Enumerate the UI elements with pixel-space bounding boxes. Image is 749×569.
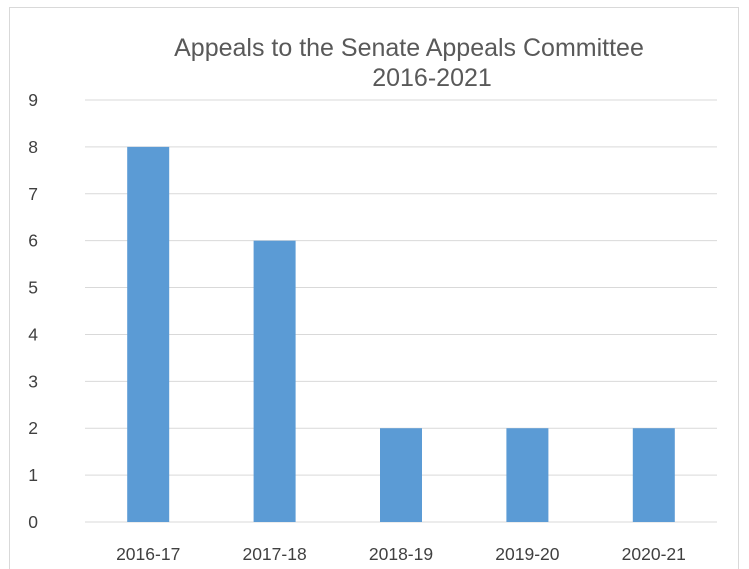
y-tick-label: 8 <box>28 137 38 157</box>
y-tick-label: 5 <box>28 278 38 298</box>
y-tick-label: 9 <box>28 90 38 110</box>
x-axis-tick-labels: 2016-17 2017-18 2018-19 2019-20 2020-21 <box>116 544 686 564</box>
y-tick-label: 2 <box>28 418 38 438</box>
bar-2019-20 <box>506 428 549 522</box>
chart-title-line-1: Appeals to the Senate Appeals Committee <box>174 34 644 62</box>
y-tick-label: 1 <box>28 465 38 485</box>
y-tick-label: 0 <box>28 512 38 532</box>
x-tick-label: 2018-19 <box>369 544 433 564</box>
bar-2020-21 <box>632 428 675 522</box>
y-tick-label: 4 <box>28 324 38 344</box>
x-tick-label: 2016-17 <box>116 544 180 564</box>
chart-title-line-2: 2016-2021 <box>372 64 492 92</box>
x-tick-label: 2019-20 <box>495 544 559 564</box>
y-tick-label: 3 <box>28 371 38 391</box>
y-tick-label: 7 <box>28 184 38 204</box>
bars <box>127 146 675 522</box>
bar-2016-17 <box>127 146 170 522</box>
bar-2018-19 <box>380 428 422 522</box>
x-tick-label: 2017-18 <box>242 544 306 564</box>
x-tick-label: 2020-21 <box>622 544 686 564</box>
y-axis-tick-labels: 0 1 2 3 4 5 6 7 8 9 <box>28 90 38 532</box>
chart-title: Appeals to the Senate Appeals Committee … <box>174 34 644 92</box>
bar-2017-18 <box>253 240 296 522</box>
y-tick-label: 6 <box>28 231 38 251</box>
